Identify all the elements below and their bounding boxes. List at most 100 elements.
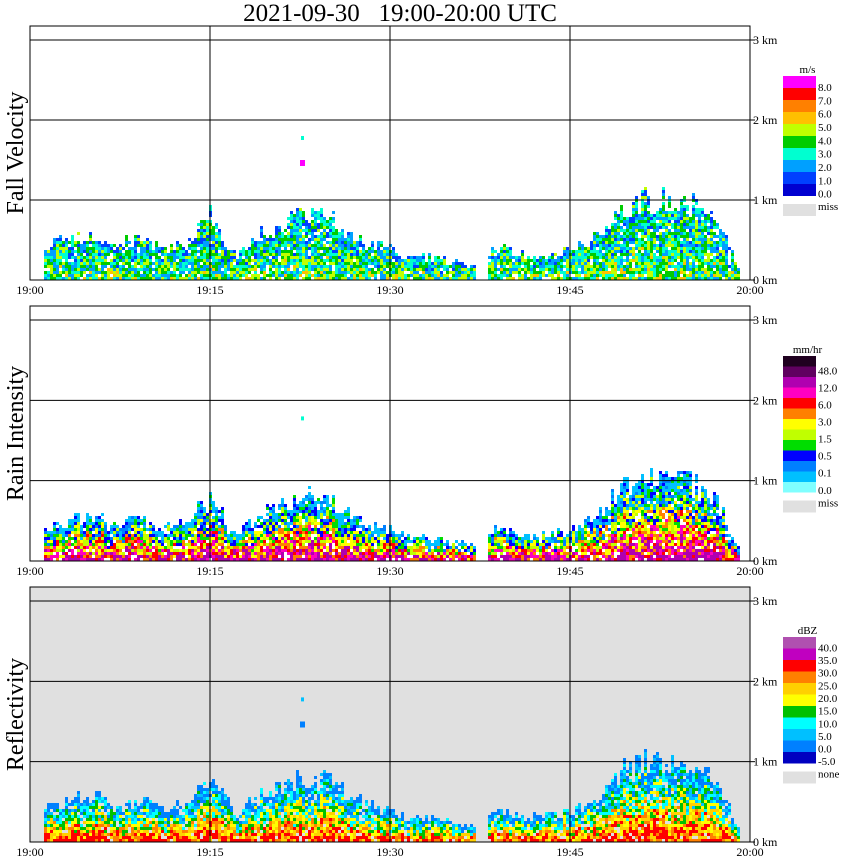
- echo-cell: [500, 259, 503, 262]
- echo-cell: [386, 274, 389, 277]
- echo-cell: [68, 256, 71, 259]
- echo-cell: [77, 522, 80, 525]
- echo-cell: [284, 531, 287, 534]
- echo-cell: [113, 253, 116, 256]
- echo-cell: [101, 247, 104, 250]
- echo-cell: [293, 543, 296, 546]
- echo-cell: [278, 241, 281, 244]
- echo-cell: [320, 259, 323, 262]
- echo-cell: [137, 522, 140, 525]
- echo-cell: [383, 277, 386, 280]
- echo-cell: [278, 546, 281, 549]
- echo-cell: [350, 277, 353, 280]
- echo-cell: [98, 552, 101, 555]
- echo-cell: [338, 238, 341, 241]
- echo-cell: [713, 241, 716, 244]
- echo-cell: [287, 250, 290, 253]
- echo-cell: [86, 516, 89, 519]
- echo-cell: [338, 531, 341, 534]
- echo-cell: [365, 537, 368, 540]
- echo-cell: [410, 552, 413, 555]
- echo-cell: [92, 558, 95, 561]
- echo-cell: [713, 259, 716, 262]
- echo-cell: [542, 262, 545, 265]
- echo-cell: [377, 528, 380, 531]
- echo-cell: [104, 540, 107, 543]
- echo-cell: [338, 247, 341, 250]
- echo-cell: [230, 277, 233, 280]
- echo-cell: [224, 247, 227, 250]
- echo-cell: [665, 211, 668, 214]
- echo-cell: [179, 274, 182, 277]
- echo-cell: [260, 250, 263, 253]
- echo-cell: [494, 250, 497, 253]
- echo-cell: [401, 531, 404, 534]
- echo-cell: [647, 256, 650, 259]
- echo-cell: [320, 274, 323, 277]
- echo-cell: [347, 235, 350, 238]
- echo-cell: [131, 516, 134, 519]
- echo-cell: [338, 277, 341, 280]
- echo-cell: [461, 555, 464, 558]
- echo-cell: [314, 247, 317, 250]
- echo-cell: [578, 253, 581, 256]
- echo-cell: [164, 277, 167, 280]
- echo-cell: [158, 555, 161, 558]
- echo-cell: [635, 262, 638, 265]
- echo-cell: [599, 256, 602, 259]
- echo-cell: [218, 510, 221, 513]
- echo-cell: [53, 546, 56, 549]
- echo-cell: [128, 256, 131, 259]
- echo-cell: [140, 531, 143, 534]
- echo-cell: [296, 274, 299, 277]
- echo-cell: [443, 555, 446, 558]
- echo-cell: [653, 241, 656, 244]
- echo-cell: [665, 214, 668, 217]
- echo-cell: [260, 549, 263, 552]
- echo-cell: [338, 259, 341, 262]
- echo-cell: [371, 534, 374, 537]
- echo-cell: [53, 262, 56, 265]
- echo-cell: [278, 531, 281, 534]
- echo-cell: [212, 241, 215, 244]
- echo-cell: [410, 265, 413, 268]
- echo-cell: [656, 211, 659, 214]
- echo-cell: [317, 522, 320, 525]
- echo-cell: [329, 232, 332, 235]
- echo-cell: [593, 238, 596, 241]
- echo-cell: [527, 537, 530, 540]
- echo-cell: [179, 250, 182, 253]
- echo-cell: [326, 546, 329, 549]
- echo-cell: [86, 513, 89, 516]
- echo-cell: [272, 552, 275, 555]
- echo-cell: [566, 250, 569, 253]
- echo-cell: [215, 519, 218, 522]
- echo-cell: [632, 238, 635, 241]
- echo-cell: [86, 540, 89, 543]
- echo-cell: [53, 274, 56, 277]
- echo-cell: [647, 247, 650, 250]
- echo-cell: [650, 244, 653, 247]
- echo-cell: [647, 238, 650, 241]
- echo-cell: [71, 519, 74, 522]
- echo-cell: [581, 271, 584, 274]
- echo-cell: [731, 271, 734, 274]
- echo-cell: [674, 232, 677, 235]
- echo-cell: [56, 238, 59, 241]
- echo-cell: [395, 253, 398, 256]
- echo-cell: [281, 256, 284, 259]
- echo-cell: [503, 268, 506, 271]
- echo-cell: [377, 256, 380, 259]
- echo-cell: [179, 277, 182, 280]
- echo-cell: [563, 256, 566, 259]
- echo-cell: [329, 525, 332, 528]
- echo-cell: [212, 549, 215, 552]
- echo-cell: [221, 256, 224, 259]
- echo-cell: [290, 531, 293, 534]
- echo-cell: [254, 244, 257, 247]
- echo-cell: [182, 259, 185, 262]
- echo-cell: [155, 250, 158, 253]
- echo-cell: [701, 265, 704, 268]
- echo-cell: [659, 208, 662, 211]
- echo-cell: [83, 522, 86, 525]
